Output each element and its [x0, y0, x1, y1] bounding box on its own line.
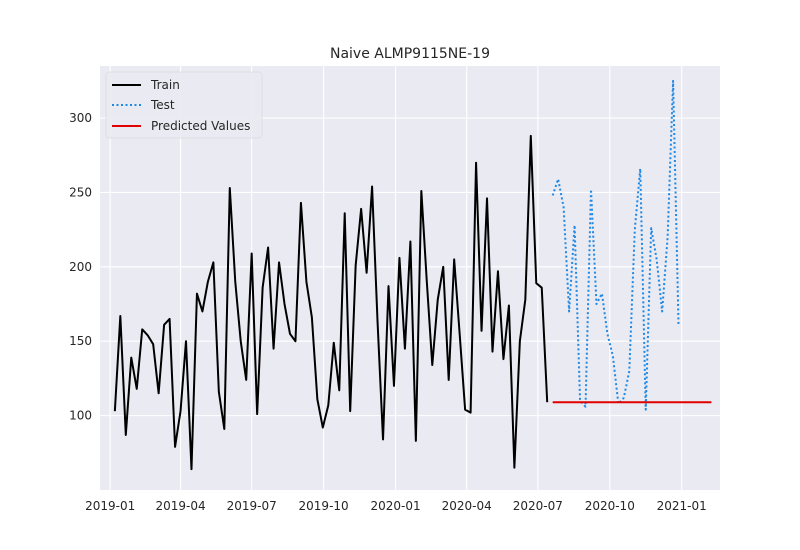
y-tick-label: 300 [69, 111, 92, 125]
y-tick-label: 250 [69, 185, 92, 199]
series-line-train [113, 134, 549, 471]
x-tick-label: 2019-10 [299, 499, 349, 513]
x-tick-label: 2021-01 [657, 499, 707, 513]
x-tick-label: 2019-01 [85, 499, 135, 513]
series-layer [113, 79, 712, 471]
series-line-test [551, 79, 680, 411]
x-axis-ticks: 2019-01 2019-04 2019-07 2019-10 2020-01 2020-… [85, 499, 707, 513]
x-tick-label: 2019-04 [155, 499, 205, 513]
chart-title: Naive ALMP9115NE-19 [330, 46, 490, 62]
y-axis-ticks: 100 150 200 250 300 [69, 111, 92, 423]
y-tick-label: 100 [69, 409, 92, 423]
x-tick-label: 2020-07 [513, 499, 563, 513]
y-tick-label: 200 [69, 260, 92, 274]
legend: Train Test Predicted Values [105, 71, 263, 139]
legend-box [105, 71, 263, 139]
x-tick-label: 2020-01 [370, 499, 420, 513]
x-tick-label: 2019-07 [227, 499, 277, 513]
y-tick-label: 150 [69, 334, 92, 348]
legend-label-train: Train [150, 78, 180, 92]
legend-label-test: Test [150, 98, 175, 112]
x-tick-label: 2020-10 [585, 499, 635, 513]
x-tick-label: 2020-04 [442, 499, 492, 513]
legend-label-predicted: Predicted Values [151, 119, 250, 133]
